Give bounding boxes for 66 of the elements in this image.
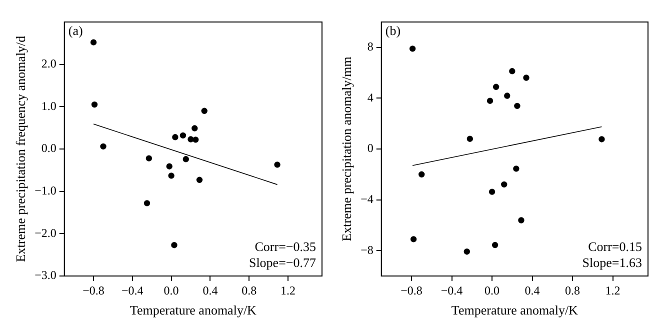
x-axis-title: Temperature anomaly/K <box>130 302 258 318</box>
point <box>514 102 520 110</box>
x-tick-label: 0.4 <box>524 283 540 298</box>
point <box>410 236 417 242</box>
annotation: (b) <box>385 22 401 38</box>
y-tick-label: 8 <box>367 40 374 54</box>
x-tick-label: −0.8 <box>82 283 104 298</box>
point <box>201 108 208 114</box>
point <box>274 162 280 168</box>
point <box>192 125 198 132</box>
annotation: Slope=−0.77 <box>248 254 316 270</box>
point <box>492 84 500 90</box>
y-tick-label: 0.0 <box>41 141 56 156</box>
annotation: Slope=1.63 <box>582 254 642 270</box>
point <box>488 188 496 195</box>
x-tick-label: −0.4 <box>122 283 144 298</box>
point <box>166 163 172 170</box>
x-tick-label: 0.4 <box>202 283 218 298</box>
point <box>598 136 605 142</box>
point <box>146 155 152 162</box>
point <box>100 143 106 150</box>
point <box>501 181 508 188</box>
point <box>168 172 174 179</box>
x-axis-title: Temperature anomaly/K <box>451 302 579 318</box>
point <box>523 74 530 81</box>
y-tick-label: −8 <box>360 242 374 257</box>
y-tick-label: 2.0 <box>41 56 56 70</box>
point <box>464 248 470 255</box>
y-axis-title: Extreme precipitation frequency anomaly/d <box>13 35 28 262</box>
annotation: Corr=−0.35 <box>254 238 316 254</box>
x-tick-label: 0.8 <box>565 283 580 298</box>
y-axis-title: Extreme precipitation anomaly/mm <box>339 56 354 242</box>
y-tick-label: −3.0 <box>34 268 56 282</box>
y-tick-label: −1.0 <box>34 183 56 198</box>
point <box>196 176 203 184</box>
point <box>180 132 186 139</box>
x-tick-label: −0.4 <box>440 283 463 298</box>
y-tick-label: 4 <box>367 90 374 104</box>
point <box>513 166 520 172</box>
annotation: Corr=0.15 <box>588 238 642 254</box>
point <box>492 242 498 248</box>
point <box>409 46 416 52</box>
point <box>172 134 178 140</box>
y-tick-label: 0 <box>367 141 374 156</box>
y-tick-label: −2.0 <box>34 226 56 240</box>
point <box>418 171 425 178</box>
point <box>91 101 98 108</box>
y-tick-label: 1.0 <box>41 98 56 113</box>
point <box>504 92 510 99</box>
point <box>509 68 516 74</box>
point <box>466 136 474 142</box>
x-tick-label: 0.8 <box>242 283 257 298</box>
x-tick-label: 0.0 <box>484 283 500 298</box>
point <box>192 136 199 143</box>
point <box>486 98 494 104</box>
point <box>518 217 524 224</box>
point <box>182 156 189 162</box>
annotation: (a) <box>68 22 83 38</box>
x-tick-label: 1.2 <box>605 283 620 298</box>
point <box>90 39 97 46</box>
x-tick-label: −0.8 <box>400 283 422 298</box>
x-tick-label: 0.0 <box>164 283 179 298</box>
x-tick-label: 1.2 <box>280 283 296 298</box>
y-tick-label: −4 <box>360 192 374 206</box>
point <box>171 242 178 248</box>
point <box>144 200 150 206</box>
